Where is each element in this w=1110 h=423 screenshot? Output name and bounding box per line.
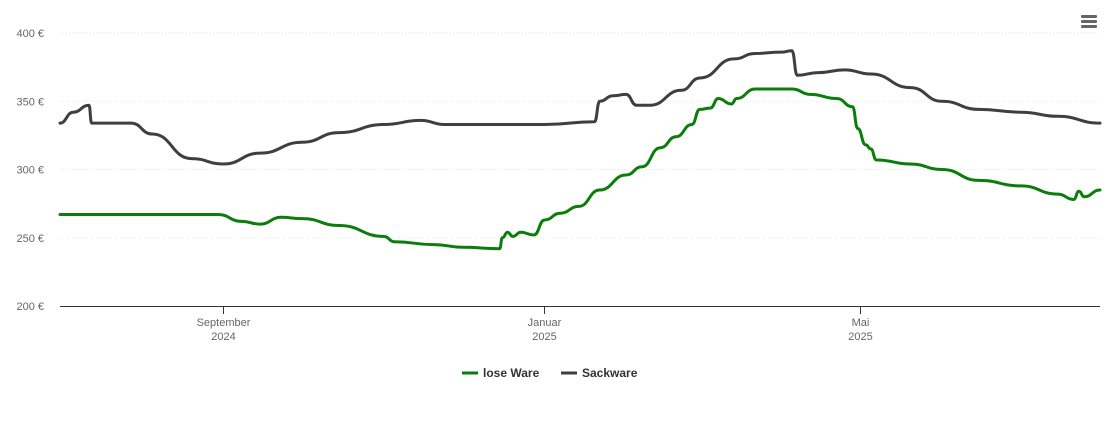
y-tick-label: 300 € [16,165,44,177]
legend-label: Sackware [582,366,638,380]
x-tick-sublabel: 2025 [848,331,872,343]
legend-label: lose Ware [483,366,540,380]
hamburger-menu-icon [1081,15,1097,18]
series-lines [58,49,1102,251]
hamburger-menu-icon-bar [1081,25,1097,28]
x-tick-label: September [197,317,251,329]
x-tick-sublabel: 2024 [211,331,235,343]
y-tick-label: 250 € [16,233,44,245]
legend: lose Ware Sackware [462,366,638,380]
x-tick-sublabel: 2025 [532,331,556,343]
x-axis-ticks: September 2024 Januar 2025 Mai 2025 [197,306,873,343]
series-line-1[interactable] [58,49,1102,166]
x-tick-label: Mai [852,317,870,329]
grid-lines [60,32,1100,239]
menu-button[interactable] [1076,10,1102,34]
legend-item[interactable]: Sackware [561,366,638,380]
legend-item[interactable]: lose Ware [462,366,540,380]
y-tick-label: 350 € [16,96,44,108]
y-tick-label: 200 € [16,301,44,313]
x-tick-label: Januar [528,317,562,329]
y-axis-ticks: 200 € 250 € 300 € 350 € 400 € [16,28,44,313]
y-tick-label: 400 € [16,28,44,40]
hamburger-menu-icon-bar [1081,20,1097,23]
series-line-0[interactable] [58,87,1102,251]
